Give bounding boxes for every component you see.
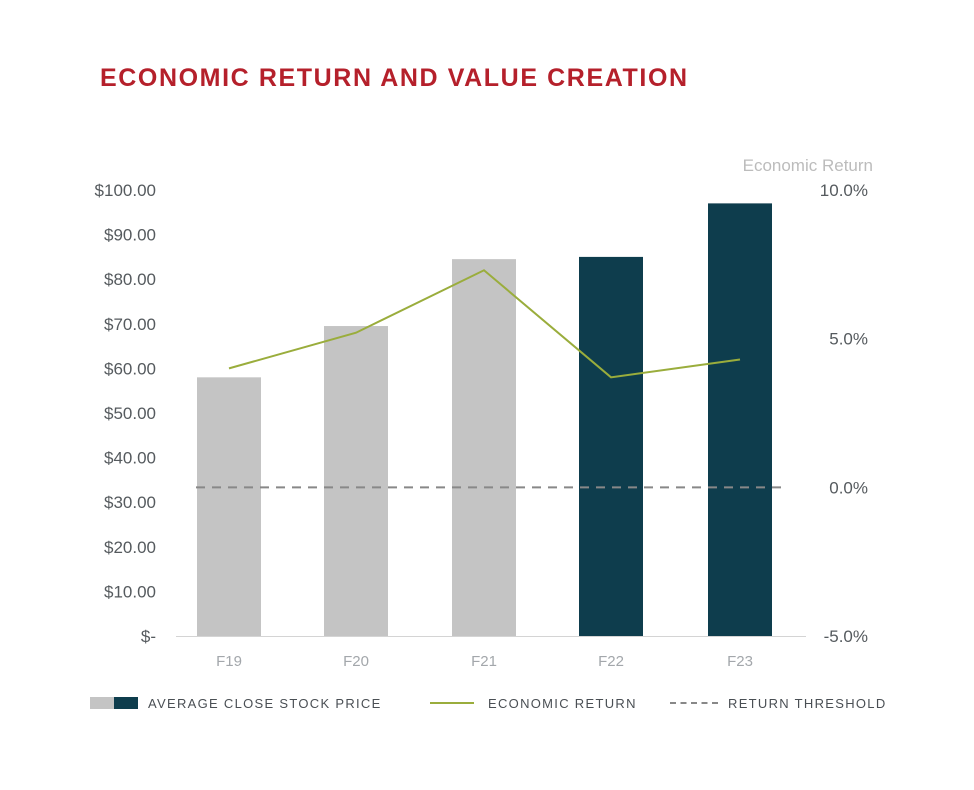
legend-swatch-gray xyxy=(90,697,114,709)
x-axis-tick-label: F22 xyxy=(598,653,624,670)
legend-label-economic-return: ECONOMIC RETURN xyxy=(488,695,637,711)
legend-swatch-line xyxy=(430,702,474,704)
left-axis-tick-label: $10.00 xyxy=(104,582,156,601)
left-axis-tick-label: $50.00 xyxy=(104,404,156,423)
left-axis-tick-label: $60.00 xyxy=(104,359,156,378)
left-axis-tick-label: $40.00 xyxy=(104,449,156,468)
bar-f23 xyxy=(708,203,772,636)
legend-label-return-threshold: RETURN THRESHOLD xyxy=(728,695,887,711)
left-axis-tick-label: $30.00 xyxy=(104,493,156,512)
right-axis-tick-label: 0.0% xyxy=(829,478,868,497)
right-axis-title: Economic Return xyxy=(743,156,873,175)
legend-item-economic-return: ECONOMIC RETURN xyxy=(430,692,637,714)
chart-title: ECONOMIC RETURN AND VALUE CREATION xyxy=(100,64,689,92)
bar-f20 xyxy=(324,326,388,636)
legend-swatch-dash xyxy=(670,702,718,704)
left-axis-tick-label: $90.00 xyxy=(104,226,156,245)
x-axis-tick-label: F21 xyxy=(471,653,497,670)
left-axis-tick-label: $20.00 xyxy=(104,538,156,557)
left-axis-tick-label: $100.00 xyxy=(95,181,156,200)
x-axis-tick-label: F23 xyxy=(727,653,753,670)
x-axis-tick-label: F19 xyxy=(216,653,242,670)
chart-area: $100.00 $90.00 $80.00 $70.00 $60.00 $50.00 $40… xyxy=(95,156,873,670)
legend-item-return-threshold: RETURN THRESHOLD xyxy=(670,692,887,714)
left-axis-tick-label: $80.00 xyxy=(104,270,156,289)
legend-item-stock-price: AVERAGE CLOSE STOCK PRICE xyxy=(90,692,382,714)
right-axis-tick-label: 10.0% xyxy=(820,181,868,200)
bar-f19 xyxy=(197,377,261,636)
x-axis-tick-label: F20 xyxy=(343,653,369,670)
right-axis-tick-label: -5.0% xyxy=(824,627,868,646)
legend-label-stock-price: AVERAGE CLOSE STOCK PRICE xyxy=(148,695,382,711)
bar-f21 xyxy=(452,259,516,636)
left-axis-tick-label: $70.00 xyxy=(104,315,156,334)
legend-swatch-dark xyxy=(114,697,138,709)
legend: AVERAGE CLOSE STOCK PRICE ECONOMIC RETUR… xyxy=(0,692,974,714)
bar-f22 xyxy=(579,256,643,636)
left-axis-tick-label: $- xyxy=(141,627,156,646)
right-axis-tick-label: 5.0% xyxy=(829,330,868,349)
